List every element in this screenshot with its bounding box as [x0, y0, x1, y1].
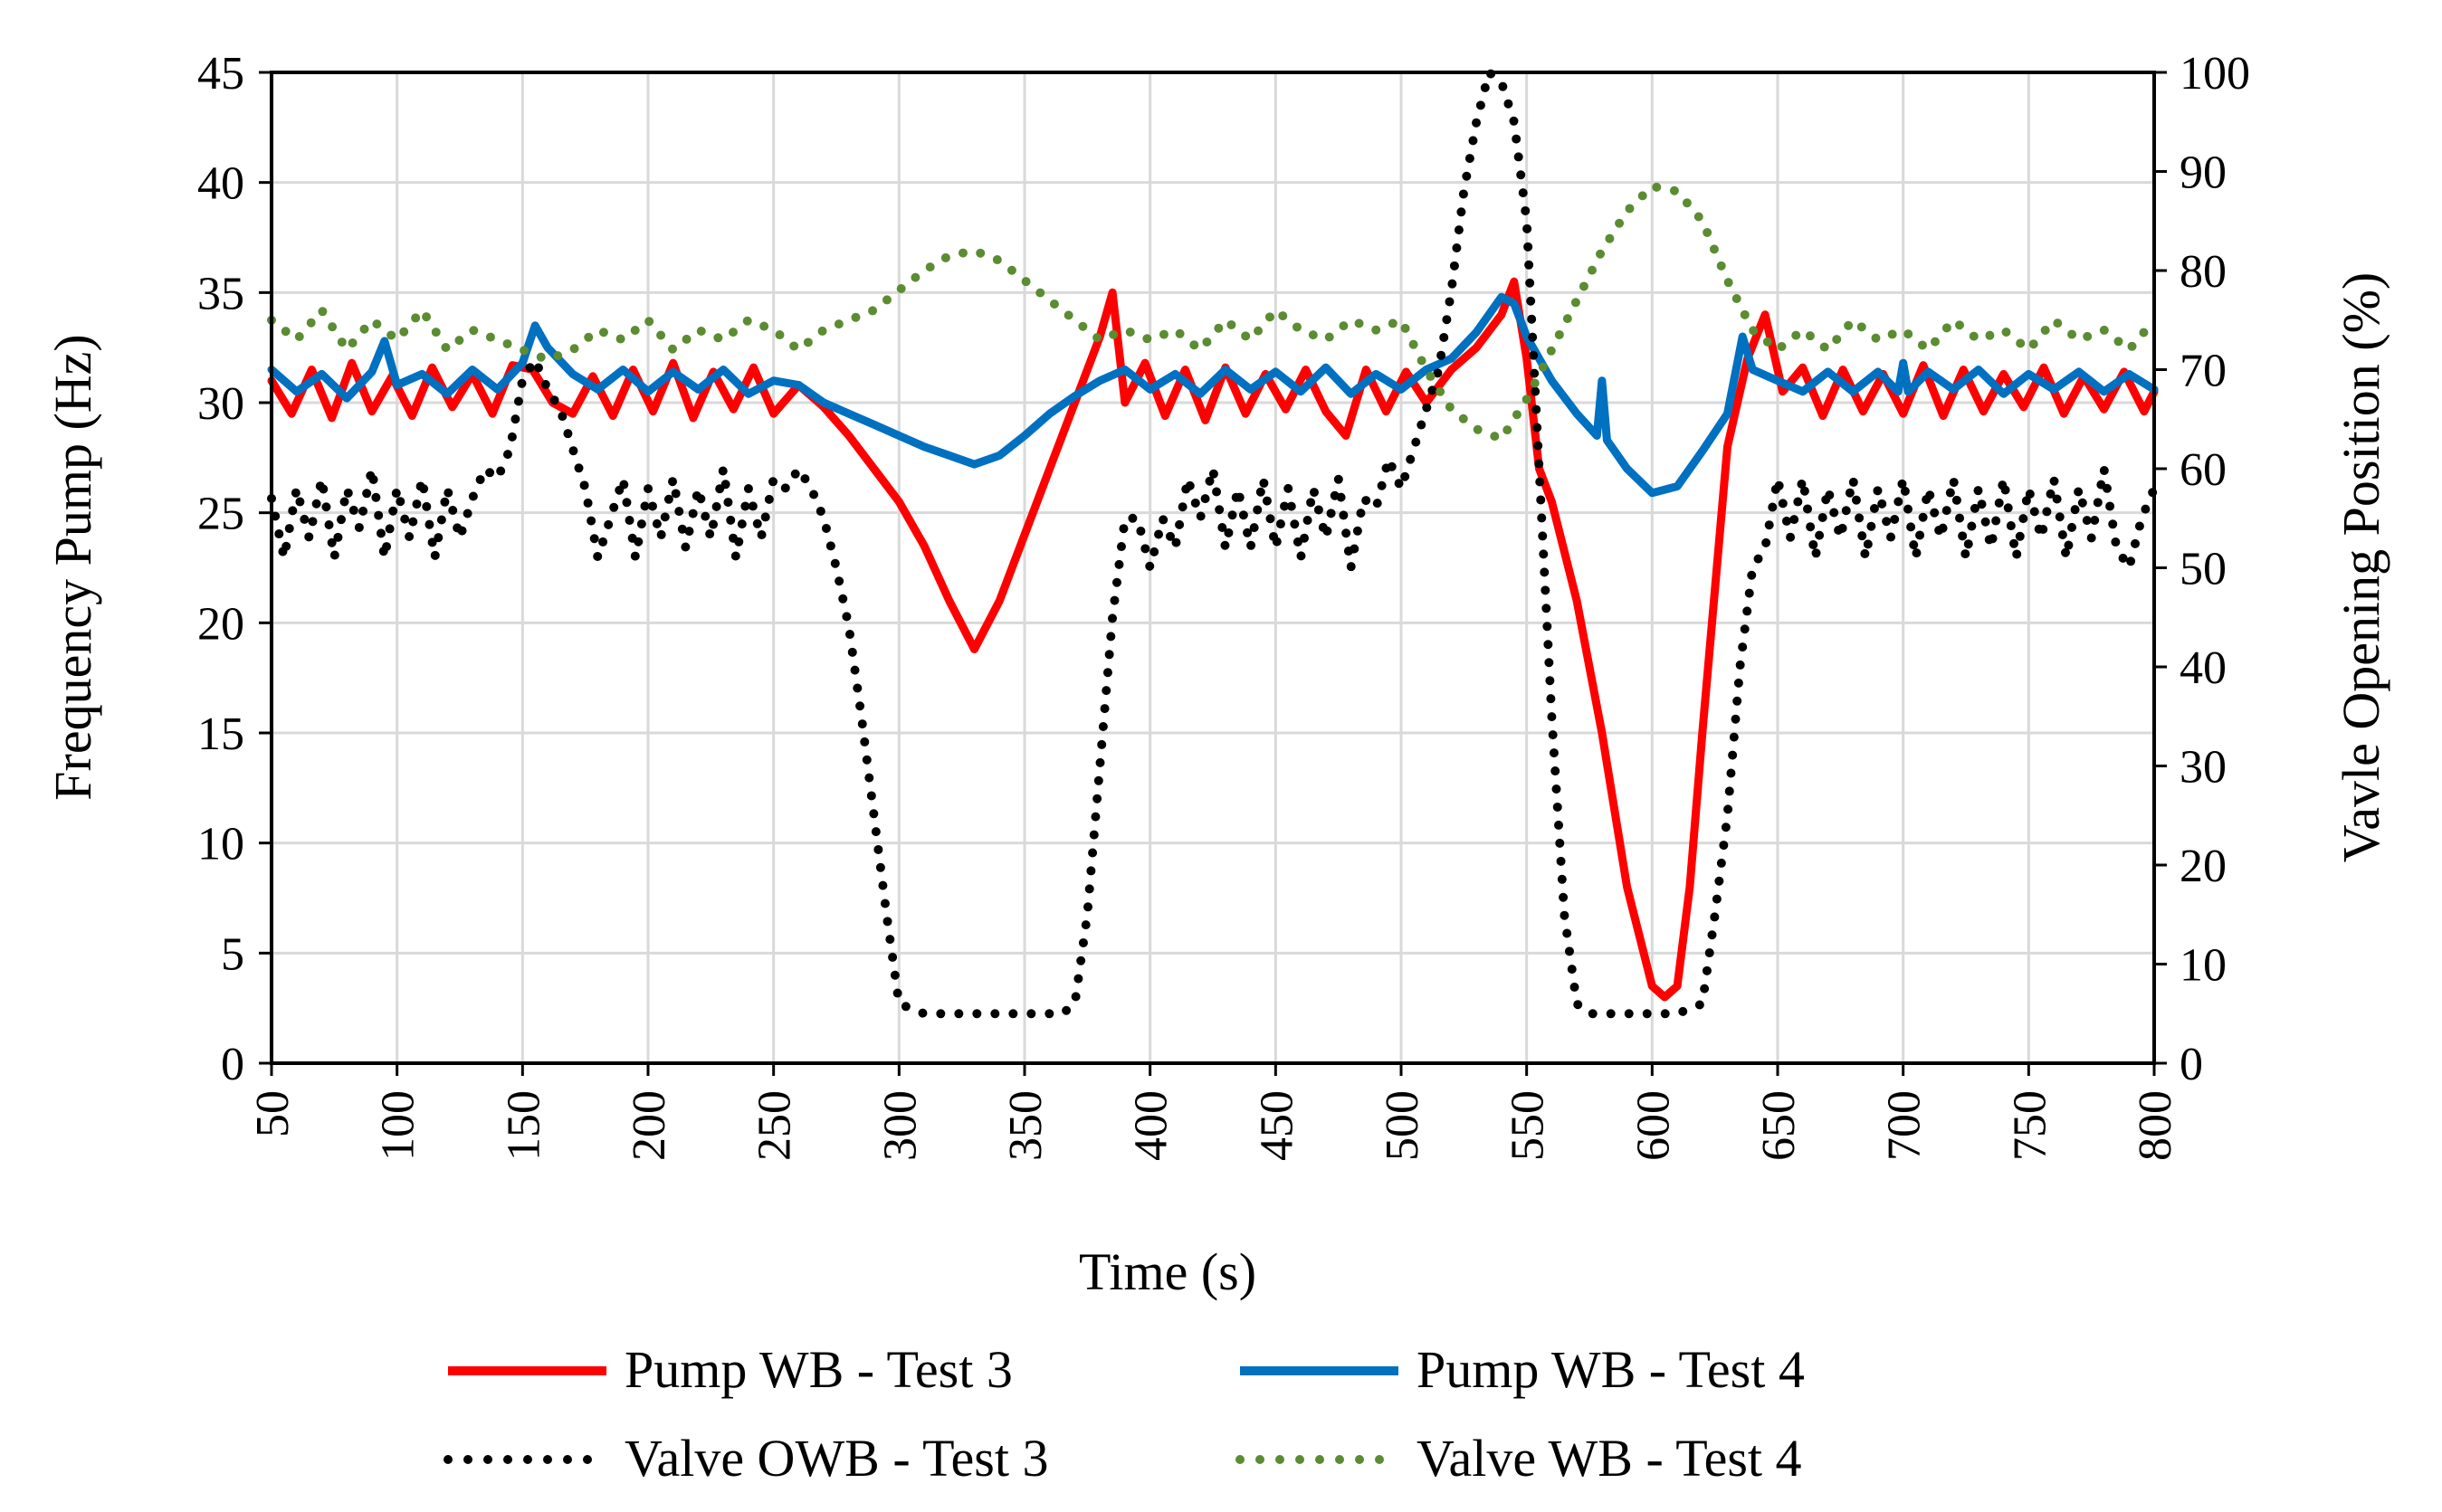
grid [270, 71, 2156, 1065]
x-tick-label: 50 [247, 1090, 299, 1137]
y2-tick-label: 50 [2180, 544, 2227, 595]
x-tick-label: 550 [1502, 1090, 1554, 1161]
legend-item-valve-test-4: Valve WB - Test 4 [1235, 1429, 1802, 1488]
x-tick-label: 750 [2004, 1090, 2056, 1161]
x-tick-label: 300 [874, 1090, 926, 1161]
y-tick-label: 10 [197, 819, 244, 870]
legend-item-pump-test-3: Pump WB - Test 3 [448, 1340, 1013, 1399]
x-tick-label: 150 [498, 1090, 549, 1161]
x-tick-label: 600 [1627, 1090, 1679, 1161]
series-line-pump-test-3 [267, 277, 2159, 1002]
y-tick-label: 0 [221, 1039, 244, 1090]
y2-tick-label: 20 [2180, 841, 2227, 892]
y-tick-label: 20 [197, 598, 244, 650]
y-tick-label: 15 [197, 708, 244, 760]
x-tick-label: 500 [1377, 1090, 1428, 1161]
y-tick-label: 25 [197, 489, 244, 540]
y2-tick-label: 100 [2180, 48, 2250, 100]
y2-tick-label: 30 [2180, 742, 2227, 794]
y-axis-ticks: 0 5 10 15 20 25 30 35 40 45 [197, 48, 272, 1090]
x-tick-label: 250 [749, 1090, 801, 1161]
series-line-valve-test-4 [267, 181, 2159, 444]
x-axis-ticks: 50 100 150 200 250 300 350 400 450 500 550 600 650 70… [247, 1063, 2181, 1161]
x-tick-label: 800 [2130, 1090, 2181, 1161]
legend: Pump WB - Test 3 Pump WB - Test 4 Valve … [444, 1340, 1805, 1488]
y-tick-label: 30 [197, 378, 244, 430]
x-tick-label: 200 [624, 1090, 675, 1161]
series-line-pump-test-4 [267, 292, 2159, 498]
y2-tick-label: 70 [2180, 346, 2227, 397]
y-tick-label: 35 [197, 268, 244, 319]
y-tick-label: 40 [197, 158, 244, 210]
y2-tick-label: 90 [2180, 147, 2227, 199]
x-tick-label: 450 [1251, 1090, 1302, 1161]
series-layer [267, 68, 2159, 1019]
x-tick-label: 400 [1126, 1090, 1178, 1161]
series-line-valve-test-3 [267, 68, 2159, 1019]
y2-tick-label: 60 [2180, 444, 2227, 496]
x-tick-label: 100 [373, 1090, 424, 1161]
y2-tick-label: 40 [2180, 642, 2227, 694]
y2-tick-label: 80 [2180, 246, 2227, 298]
y2-axis-title: Vavle Opening Position (%) [2332, 272, 2390, 862]
y2-axis-ticks: 0 10 20 30 40 50 60 70 80 90 100 [2154, 48, 2250, 1090]
y2-tick-label: 10 [2180, 940, 2227, 992]
y2-tick-label: 0 [2180, 1039, 2203, 1090]
y-tick-label: 5 [221, 928, 244, 980]
x-tick-label: 350 [1000, 1090, 1052, 1161]
y-axis-title: Frequency Pump (Hz) [43, 334, 102, 800]
y-tick-label: 45 [197, 48, 244, 100]
legend-item-pump-test-4: Pump WB - Test 4 [1240, 1340, 1805, 1399]
legend-label-valve-test-4: Valve WB - Test 4 [1417, 1429, 1802, 1488]
legend-label-valve-test-3: Valve OWB - Test 3 [625, 1429, 1048, 1488]
x-tick-label: 650 [1753, 1090, 1805, 1161]
legend-item-valve-test-3: Valve OWB - Test 3 [444, 1429, 1048, 1488]
plot-area-frame [270, 71, 2156, 1065]
legend-label-pump-test-4: Pump WB - Test 4 [1417, 1340, 1805, 1399]
x-tick-label: 700 [1879, 1090, 1931, 1161]
x-axis-title: Time (s) [1079, 1242, 1256, 1301]
legend-label-pump-test-3: Pump WB - Test 3 [625, 1340, 1013, 1399]
